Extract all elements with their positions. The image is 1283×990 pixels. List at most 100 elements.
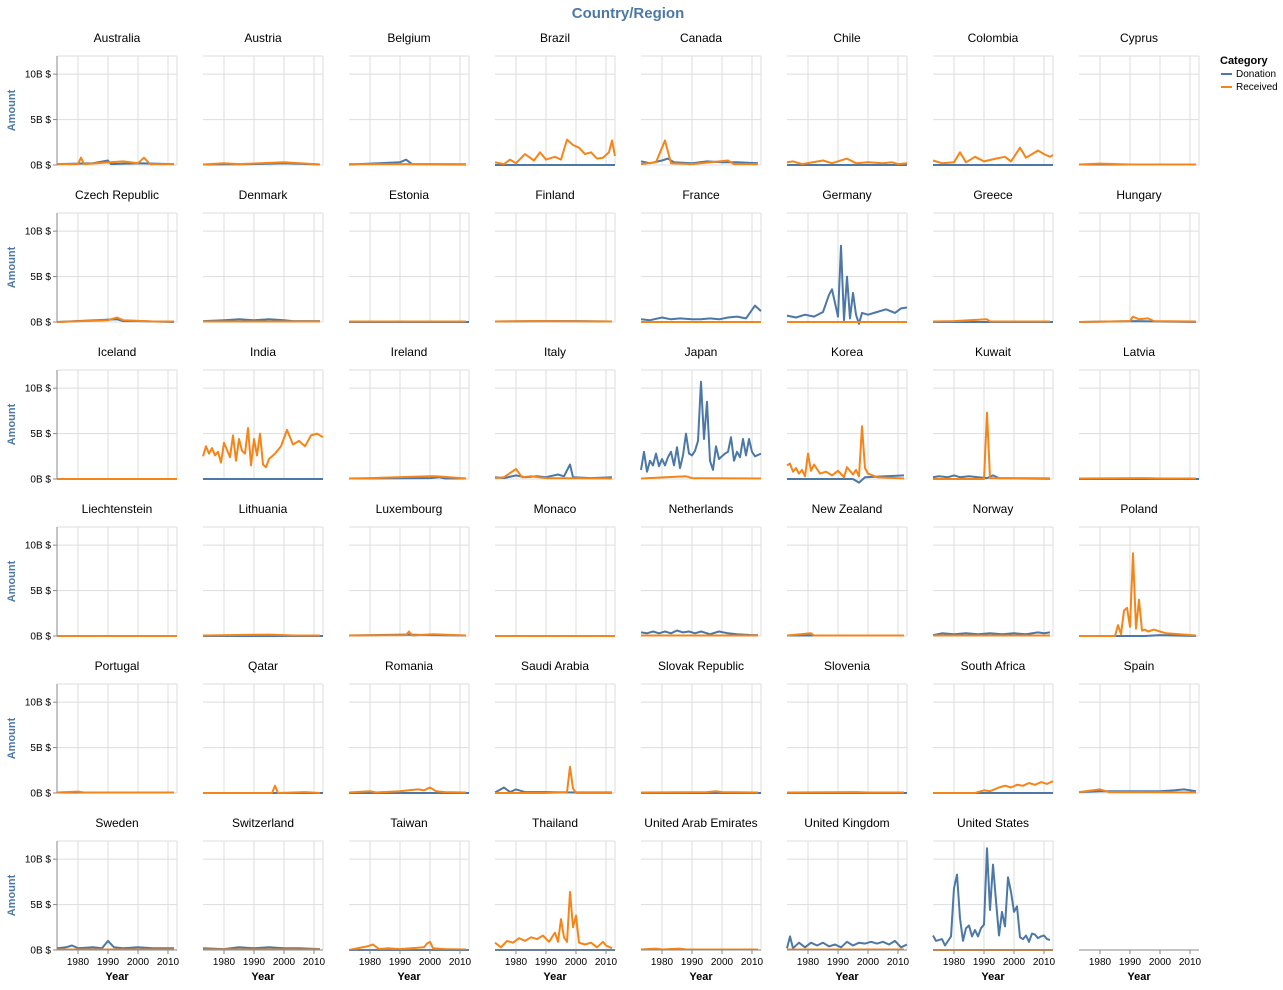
facet-title: Lithuania [239, 502, 288, 516]
series-line-received [640, 139, 758, 166]
facet-title: United Arab Emirates [644, 816, 757, 830]
facet-title: United States [957, 816, 1029, 830]
series-line-received [56, 790, 174, 794]
series-line-received [932, 146, 1054, 165]
facet-title: United Kingdom [804, 816, 889, 830]
facet-title: Greece [973, 188, 1013, 202]
facet-title: Korea [831, 345, 863, 359]
x-tick-label: 1990 [535, 957, 558, 968]
facet-title: Portugal [95, 659, 140, 673]
facet-title: Denmark [239, 188, 289, 202]
series-line-received [57, 156, 174, 166]
x-tick-label: 1990 [827, 957, 850, 968]
facet-title: Thailand [532, 816, 578, 830]
facet-title: Slovenia [824, 659, 870, 673]
series-line-received [1078, 788, 1197, 794]
y-axis-title: Amount [6, 560, 18, 602]
series-line-received [640, 947, 758, 951]
facet-title: Cyprus [1120, 31, 1158, 45]
series-line-donation [932, 847, 1051, 947]
x-tick-label: 2000 [127, 957, 150, 968]
y-axis-title: Amount [6, 89, 18, 131]
facet-title: New Zealand [812, 502, 883, 516]
x-tick-label: 2000 [1149, 957, 1172, 968]
series-line-received [933, 411, 1051, 480]
y-tick-label: 5B $ [30, 429, 51, 440]
series-line-donation [1078, 788, 1197, 794]
x-tick-label: 1990 [389, 957, 412, 968]
series-line-received [348, 786, 467, 794]
series-line-received [56, 316, 174, 323]
facet-title: Taiwan [390, 816, 427, 830]
y-tick-label: 10B $ [25, 855, 52, 866]
series-line-received [786, 425, 905, 480]
facet-title: South Africa [961, 659, 1026, 673]
x-tick-label: 1990 [681, 957, 704, 968]
series-line-received [348, 630, 467, 637]
x-tick-label: 2010 [157, 957, 180, 968]
facet-title: Sweden [95, 816, 138, 830]
series-line-donation [932, 474, 1051, 480]
facet-title: Latvia [1123, 345, 1155, 359]
facet-title: Ireland [391, 345, 428, 359]
x-tick-label: 1980 [213, 957, 236, 968]
y-tick-label: 10B $ [25, 227, 52, 238]
chart-title: Country/Region [572, 5, 685, 22]
x-tick-label: 2000 [857, 957, 880, 968]
facet-title: Netherlands [669, 502, 734, 516]
facet-title: Brazil [540, 31, 570, 45]
x-tick-label: 2010 [303, 957, 326, 968]
facet-title: Poland [1120, 502, 1157, 516]
y-tick-label: 5B $ [30, 115, 51, 126]
series-line-received [1079, 552, 1197, 637]
x-axis-title: Year [981, 971, 1005, 983]
series-line-donation [640, 629, 758, 637]
facet-title: Belgium [387, 31, 430, 45]
series-line-received [932, 318, 1050, 323]
x-tick-label: 1990 [97, 957, 120, 968]
facet-title: Kuwait [975, 345, 1012, 359]
series-line-received [1078, 315, 1197, 323]
facet-title: Canada [680, 31, 722, 45]
y-tick-label: 5B $ [30, 743, 51, 754]
legend-label-received: Received [1236, 82, 1278, 93]
x-axis-title: Year [397, 971, 421, 983]
x-tick-label: 2010 [449, 957, 472, 968]
facet-title: Chile [833, 31, 861, 45]
y-tick-label: 0B $ [30, 789, 51, 800]
x-tick-label: 2010 [887, 957, 910, 968]
facet-title: Slovak Republic [658, 659, 744, 673]
facet-title: Hungary [1116, 188, 1161, 202]
series-line-received [494, 890, 613, 950]
series-line-donation [786, 935, 908, 950]
x-axis-title: Year [251, 971, 275, 983]
x-tick-label: 2010 [1033, 957, 1056, 968]
x-tick-label: 2000 [273, 957, 296, 968]
facet-title: Finland [535, 188, 574, 202]
x-tick-label: 1990 [1119, 957, 1142, 968]
series-line-received [640, 790, 759, 794]
facet-title: Romania [385, 659, 433, 673]
x-tick-label: 1980 [651, 957, 674, 968]
facet-title: Japan [685, 345, 718, 359]
facet-title: Monaco [534, 502, 577, 516]
series-line-donation [786, 244, 908, 325]
legend-label-donation: Donation [1236, 69, 1276, 80]
series-line-received [786, 157, 908, 166]
series-line-received [494, 468, 613, 480]
x-tick-label: 2010 [595, 957, 618, 968]
series-line-donation [640, 304, 762, 322]
facet-title: Colombia [968, 31, 1019, 45]
y-tick-label: 10B $ [25, 541, 52, 552]
facet-title: Germany [822, 188, 871, 202]
x-tick-label: 1980 [943, 957, 966, 968]
series-line-received [495, 765, 612, 794]
x-axis-title: Year [1127, 971, 1151, 983]
series-line-received [348, 940, 467, 951]
series-line-received [640, 475, 762, 480]
facet-title: Norway [973, 502, 1014, 516]
facet-title: Liechtenstein [82, 502, 153, 516]
series-line-received [202, 633, 320, 637]
y-tick-label: 5B $ [30, 272, 51, 283]
